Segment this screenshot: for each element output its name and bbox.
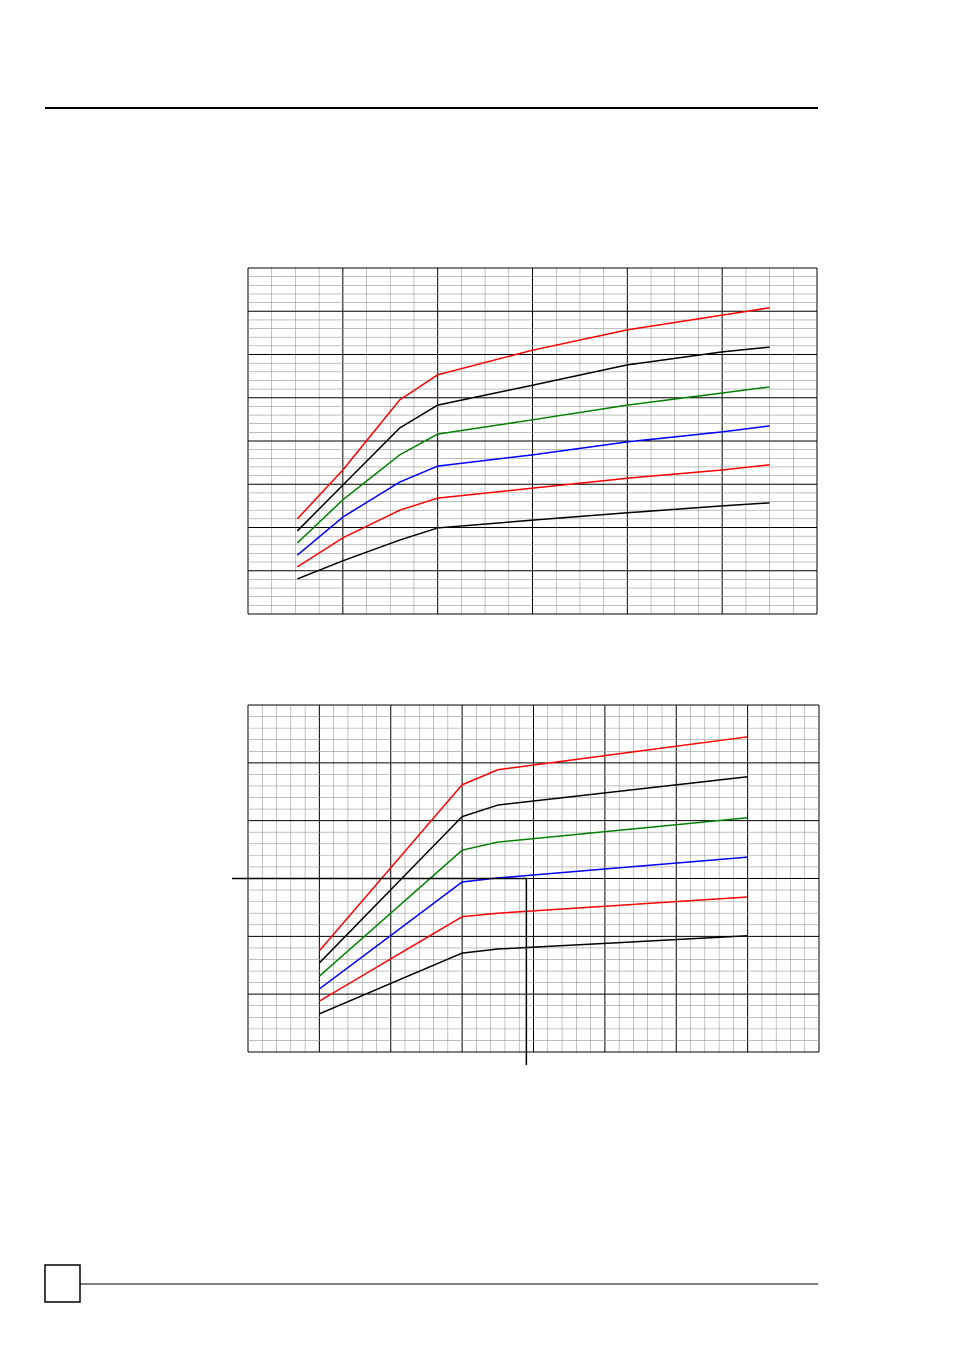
curve — [318, 896, 748, 1002]
curve — [296, 307, 770, 520]
curve — [296, 425, 770, 556]
curve — [296, 386, 770, 544]
curve — [318, 736, 748, 952]
curve — [318, 856, 748, 990]
curve — [319, 935, 748, 1015]
page-number-box — [44, 1264, 81, 1303]
curve — [296, 464, 770, 568]
curve — [297, 502, 770, 580]
curve — [318, 817, 748, 977]
curve — [318, 775, 748, 964]
curve — [296, 346, 770, 532]
